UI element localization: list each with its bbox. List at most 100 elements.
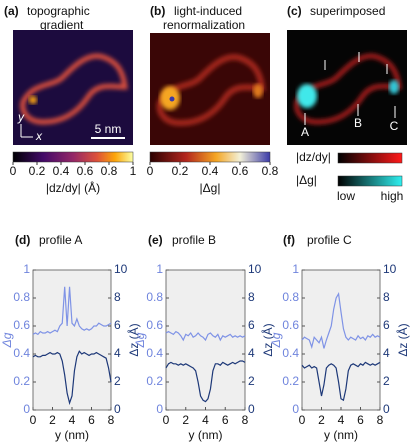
panel-label: (c) — [287, 4, 302, 18]
y-axis-label: Δg — [269, 332, 283, 348]
y2-tick-label: 0 — [248, 402, 255, 416]
y2-tick-label: 4 — [114, 346, 121, 360]
y2-tick-label: 8 — [114, 290, 121, 304]
y2-axis-label: Δz (Å) — [126, 323, 141, 356]
axis-name: x — [35, 129, 43, 143]
colorbar-tick-label: 0.8 — [101, 164, 118, 178]
feature — [253, 84, 263, 98]
feature — [169, 96, 175, 102]
x-tick-label: 4 — [69, 413, 76, 427]
line-series — [301, 361, 381, 402]
y-tick-label: 0.6 — [146, 318, 163, 332]
y-tick-label: 0.6 — [282, 318, 299, 332]
colorbar-tick-label: 1 — [130, 164, 137, 178]
x-tick-label: 0 — [163, 413, 170, 427]
y-tick-label: 1 — [23, 262, 30, 276]
y-tick-label: 0.4 — [13, 346, 30, 360]
y-tick-label: 0.8 — [282, 290, 299, 304]
plot-area — [32, 269, 112, 411]
x-tick-label: 0 — [30, 413, 37, 427]
legend-low: low — [337, 189, 355, 203]
x-tick-label: 8 — [377, 413, 384, 427]
y2-tick-label: 8 — [383, 290, 390, 304]
y-tick-label: 1 — [156, 262, 163, 276]
panel-title: profile C — [307, 233, 352, 247]
x-tick-label: 2 — [182, 413, 189, 427]
x-tick-label: 6 — [222, 413, 229, 427]
scale-label: 5 nm — [95, 122, 122, 136]
x-tick-label: 2 — [49, 413, 56, 427]
y2-tick-label: 10 — [248, 262, 262, 276]
panel-label: (b) — [150, 4, 165, 18]
colorbar-tick-label: 0 — [10, 164, 17, 178]
y2-tick-label: 2 — [383, 374, 390, 388]
colorbar-tick-label: 0.6 — [77, 164, 94, 178]
x-tick-label: 6 — [357, 413, 364, 427]
colorbar — [149, 151, 271, 163]
panel-label: (a) — [4, 4, 19, 18]
image-c: A B C — [287, 30, 407, 145]
axis-name: y — [17, 110, 25, 124]
y2-tick-label: 2 — [248, 374, 255, 388]
panel-title: gradient — [40, 18, 84, 32]
colorbar-tick-label: 0.4 — [53, 164, 70, 178]
x-tick-label: 0 — [299, 413, 306, 427]
x-axis-label: y (nm) — [189, 428, 223, 442]
legend-high: high — [381, 189, 404, 203]
y2-tick-label: 6 — [248, 318, 255, 332]
colorbar-label: |Δg| — [200, 181, 221, 195]
y-tick-label: 0 — [292, 402, 299, 416]
x-tick-label: 8 — [242, 413, 249, 427]
panel-title: renormalization — [163, 18, 245, 32]
colorbar-tick-label: 0.2 — [29, 164, 46, 178]
panel-title: superimposed — [310, 4, 385, 18]
panel-label: (e) — [148, 233, 163, 247]
line-series — [32, 350, 112, 406]
line-series — [301, 291, 381, 350]
plot-area — [301, 269, 381, 411]
y2-tick-label: 4 — [248, 346, 255, 360]
colorbar-tick-label: 0.8 — [262, 164, 279, 178]
y-tick-label: 0.4 — [282, 346, 299, 360]
y2-tick-label: 0 — [383, 402, 390, 416]
marker-label: A — [301, 125, 309, 139]
y-tick-label: 0 — [156, 402, 163, 416]
y-axis-label: Δg — [133, 332, 147, 348]
marker-label: C — [390, 119, 399, 133]
y2-axis-label: Δz (Å) — [395, 323, 410, 356]
colorbar-tick-label: 0.2 — [172, 164, 189, 178]
y-tick-label: 1 — [292, 262, 299, 276]
image-b — [150, 33, 270, 145]
y2-tick-label: 2 — [114, 374, 121, 388]
y2-tick-label: 8 — [248, 290, 255, 304]
line-series — [165, 360, 246, 403]
y-tick-label: 0.2 — [146, 374, 163, 388]
y-tick-label: 0.6 — [13, 318, 30, 332]
arrows — [304, 52, 396, 125]
y-axis-label: Δg — [0, 332, 14, 348]
colorbar — [12, 151, 134, 163]
panel-title: profile B — [172, 233, 216, 247]
x-tick-label: 2 — [318, 413, 325, 427]
panel-title: light-induced — [174, 4, 242, 18]
colorbar-label: |dz/dy| (Å) — [46, 180, 100, 195]
x-axis-label: y (nm) — [55, 428, 89, 442]
feature — [297, 84, 317, 108]
feature — [29, 96, 37, 104]
y-tick-label: 0.8 — [13, 290, 30, 304]
legend-label: |Δg| — [296, 173, 317, 187]
colorbar-tick-label: 0.6 — [232, 164, 249, 178]
y-tick-label: 0.2 — [13, 374, 30, 388]
panel-label: (d) — [15, 233, 30, 247]
legend-bar — [337, 152, 403, 164]
y-tick-label: 0 — [23, 402, 30, 416]
line-series — [32, 286, 112, 336]
x-tick-label: 4 — [202, 413, 209, 427]
y2-axis-label: Δz (Å) — [260, 323, 275, 356]
y-tick-label: 0.8 — [146, 290, 163, 304]
y2-tick-label: 0 — [114, 402, 121, 416]
x-tick-label: 4 — [338, 413, 345, 427]
panel-title: profile A — [39, 233, 82, 247]
legend-bar — [337, 175, 403, 187]
